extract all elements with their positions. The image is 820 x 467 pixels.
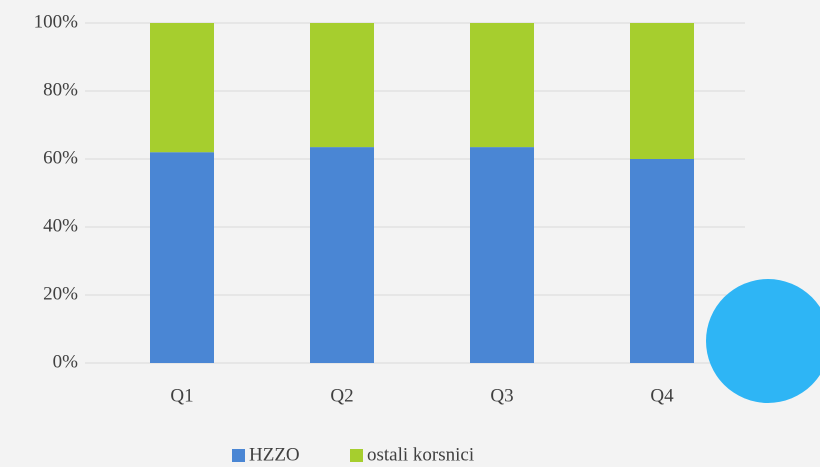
bar-segment [310,147,374,363]
bar-segment [150,152,214,363]
legend: HZZO ostali korsnici [232,444,474,465]
y-tick-label: 0% [53,351,79,372]
bar-segment [630,159,694,363]
decor-circle [706,279,820,403]
y-tick-label: 100% [34,11,79,32]
x-tick-label: Q4 [650,385,674,406]
legend-label: ostali korsnici [367,444,474,465]
bar-segment [470,147,534,363]
bar-segment [470,23,534,148]
y-tick-label: 20% [43,283,78,304]
y-tick-label: 40% [43,215,78,236]
x-tick-label: Q3 [490,385,513,406]
x-tick-label: Q1 [170,385,193,406]
bars [150,23,694,363]
legend-label: HZZO [249,444,300,465]
y-tick-label: 60% [43,147,78,168]
legend-swatch [232,449,245,462]
legend-swatch [350,449,363,462]
x-tick-label: Q2 [330,385,353,406]
y-tick-label: 80% [43,79,78,100]
bar-segment [150,23,214,153]
bar-segment [630,23,694,159]
bar-segment [310,23,374,148]
labels: 0% 20% 40% 60% 80% 100% Q1 Q2 Q3 Q4 [34,11,674,406]
